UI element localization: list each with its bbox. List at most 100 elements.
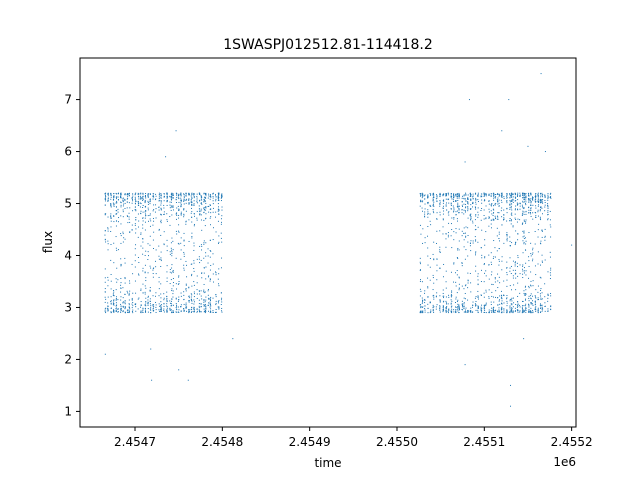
data-point [132, 195, 134, 197]
data-point [421, 281, 423, 283]
data-point [158, 196, 160, 198]
data-point [442, 213, 444, 215]
data-point [203, 290, 205, 292]
data-point [450, 296, 452, 298]
data-point [178, 296, 180, 298]
data-point [477, 309, 479, 311]
data-point [221, 310, 223, 312]
data-point [112, 199, 114, 201]
data-point [540, 200, 542, 202]
data-point [160, 204, 162, 206]
data-point [535, 197, 537, 199]
data-point [124, 238, 126, 240]
data-point [458, 240, 460, 242]
data-point [124, 300, 126, 302]
data-point [519, 311, 521, 313]
data-point [515, 242, 516, 244]
data-point [180, 306, 182, 308]
data-point [461, 200, 463, 202]
data-point [510, 273, 512, 274]
data-point [217, 196, 219, 198]
data-point [205, 206, 207, 208]
data-point [198, 303, 200, 305]
data-point [432, 295, 434, 297]
data-point [183, 269, 185, 271]
data-point [499, 303, 501, 305]
data-point [193, 308, 195, 310]
data-point [432, 289, 434, 291]
data-point [541, 308, 543, 310]
data-point [424, 237, 426, 239]
data-point [496, 250, 498, 252]
data-point [467, 206, 469, 208]
data-point [530, 209, 532, 211]
data-point [142, 292, 144, 294]
data-point [550, 293, 552, 295]
data-point [488, 254, 490, 256]
data-point [469, 272, 471, 274]
data-point [510, 303, 512, 305]
data-point [464, 210, 466, 212]
data-point [445, 310, 447, 312]
data-point [544, 206, 546, 208]
data-point [220, 237, 222, 239]
data-point [488, 216, 490, 218]
data-point [203, 198, 205, 200]
data-point [221, 196, 223, 198]
data-point [135, 200, 137, 202]
data-point [196, 193, 198, 195]
data-point [160, 194, 162, 196]
data-point [107, 228, 109, 230]
data-point [110, 196, 112, 198]
data-point [550, 274, 552, 276]
data-point [524, 286, 526, 288]
data-point [178, 224, 180, 226]
data-point [532, 280, 534, 282]
data-point [433, 212, 435, 214]
data-point [129, 282, 131, 284]
data-point [481, 254, 483, 256]
data-point [535, 201, 537, 203]
data-point [436, 194, 438, 196]
data-point [190, 195, 192, 197]
data-point [191, 294, 193, 296]
data-point [131, 299, 133, 301]
data-point [201, 229, 203, 231]
data-point [467, 202, 469, 204]
data-point [131, 229, 133, 231]
data-point [501, 256, 503, 258]
y-tick-label: 6 [64, 145, 72, 159]
data-point [188, 311, 190, 313]
data-point [510, 207, 512, 209]
data-point [171, 272, 173, 274]
data-point [177, 230, 179, 232]
data-point [523, 311, 525, 313]
data-point [530, 271, 532, 273]
data-point [203, 292, 205, 294]
data-point [458, 209, 460, 211]
data-point [450, 193, 452, 195]
data-point [477, 275, 479, 277]
data-point [501, 207, 503, 209]
data-point [530, 280, 532, 282]
data-point [124, 302, 126, 304]
data-point [120, 204, 122, 206]
data-point [439, 214, 441, 216]
data-point [185, 288, 187, 290]
data-point [217, 301, 219, 303]
data-point [203, 299, 205, 301]
data-point [539, 216, 541, 218]
data-point [458, 276, 460, 278]
data-point [491, 311, 493, 313]
data-point [493, 240, 495, 242]
data-point [420, 200, 422, 202]
data-point [209, 193, 211, 195]
data-point [135, 232, 137, 234]
data-point [221, 209, 223, 211]
data-point [516, 221, 518, 223]
data-point [212, 273, 214, 275]
data-point [131, 307, 133, 309]
data-point [506, 274, 508, 276]
data-point [140, 304, 142, 306]
data-point [215, 274, 217, 276]
